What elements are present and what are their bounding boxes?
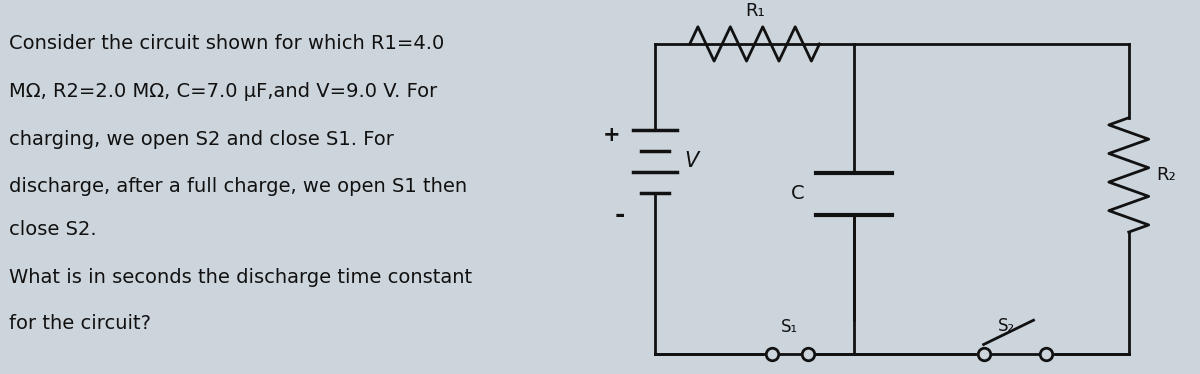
Text: MΩ, R2=2.0 MΩ, C=7.0 μF,and V=9.0 V. For: MΩ, R2=2.0 MΩ, C=7.0 μF,and V=9.0 V. For [10, 82, 438, 101]
Text: discharge, after a full charge, we open S1 then: discharge, after a full charge, we open … [10, 177, 468, 196]
Text: S₁: S₁ [781, 318, 798, 336]
Text: S₂: S₂ [998, 316, 1015, 334]
Text: -: - [614, 203, 625, 227]
Text: R₁: R₁ [745, 2, 764, 20]
Text: What is in seconds the discharge time constant: What is in seconds the discharge time co… [10, 268, 473, 287]
Text: charging, we open S2 and close S1. For: charging, we open S2 and close S1. For [10, 130, 395, 149]
Text: V: V [685, 151, 700, 171]
Text: for the circuit?: for the circuit? [10, 313, 151, 332]
Text: close S2.: close S2. [10, 220, 97, 239]
Text: Consider the circuit shown for which R1=4.0: Consider the circuit shown for which R1=… [10, 34, 445, 53]
Text: R₂: R₂ [1157, 166, 1176, 184]
Text: +: + [602, 125, 620, 145]
Text: C: C [791, 184, 804, 203]
